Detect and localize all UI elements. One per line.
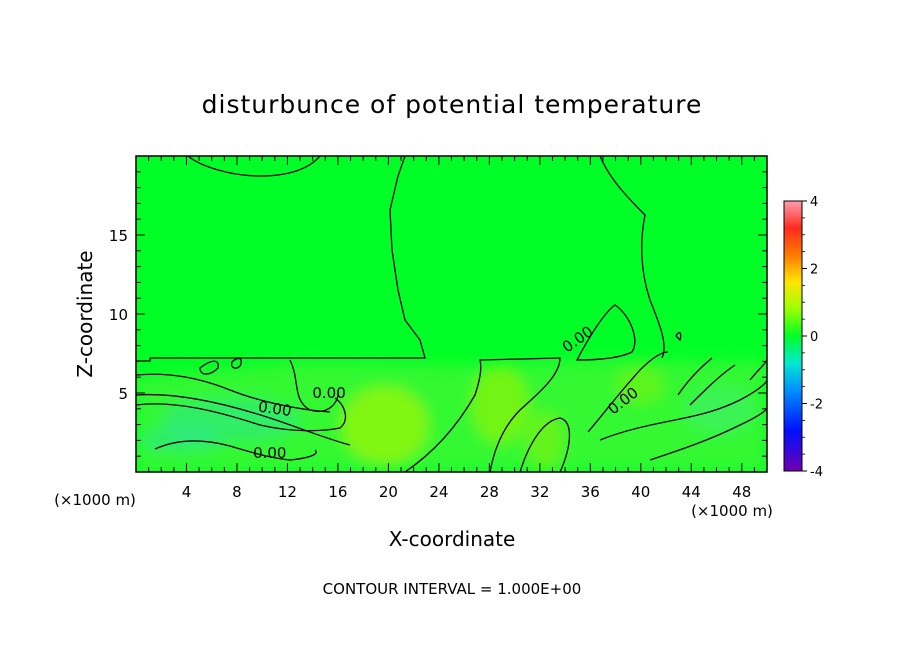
x-tick-label: 32 xyxy=(530,483,549,501)
colorbar-tick-label: 0 xyxy=(810,330,818,345)
contour-upper-body xyxy=(136,156,426,362)
x-unit-right: (×1000 m) xyxy=(691,502,773,520)
contour-left-band-a xyxy=(136,373,331,413)
plot-area: 0.000.000.000.000.00 xyxy=(136,156,767,472)
x-tick-label: 44 xyxy=(682,483,701,501)
contour-label-group: 0.000.000.000.000.00 xyxy=(253,322,642,462)
contour-top-left xyxy=(187,156,321,177)
contour-interval-note: CONTOUR INTERVAL = 1.000E+00 xyxy=(323,580,582,598)
contour-label: 0.00 xyxy=(257,398,293,420)
contour-label-text: 0.00 xyxy=(253,444,286,462)
colorbar-gradient xyxy=(783,200,803,472)
colorbar-ticks: 4 2 0 -2 -4 xyxy=(802,195,823,480)
contour-label-text: 0.00 xyxy=(257,398,293,420)
contour-lower-left xyxy=(154,440,317,461)
contour-right-band-b xyxy=(587,351,669,433)
contour-right-band-d xyxy=(649,407,767,461)
x-tick-label: 4 xyxy=(182,483,192,501)
contour-central xyxy=(404,357,561,472)
y-tick-label: 15 xyxy=(109,227,128,245)
x-axis-label: X-coordinate xyxy=(389,527,516,551)
x-unit-left: (×1000 m) xyxy=(54,491,136,509)
y-tick-label: 5 xyxy=(118,385,128,403)
contour-small-c xyxy=(675,331,682,342)
contour-label-text: 0.00 xyxy=(312,384,345,402)
x-tick-label: 16 xyxy=(328,483,347,501)
x-tick-label: 36 xyxy=(581,483,600,501)
contour-label: 0.00 xyxy=(312,384,345,402)
colorbar-tick-label: 4 xyxy=(810,195,818,210)
y-axis: 5 10 15 xyxy=(109,171,767,457)
contour-lines xyxy=(136,156,767,472)
contour-left-band-b xyxy=(136,393,351,446)
contour-right-band-c xyxy=(599,379,767,441)
x-tick-label: 40 xyxy=(631,483,650,501)
contour-small-a xyxy=(199,360,219,375)
contour-small-b xyxy=(230,357,242,369)
colorbar: 4 2 0 -2 -4 xyxy=(783,195,823,480)
y-tick-label: 10 xyxy=(109,306,128,324)
x-tick-label: 20 xyxy=(379,483,398,501)
contour-center-hump xyxy=(289,359,339,412)
x-tick-label: 8 xyxy=(232,483,242,501)
contour-right-upper xyxy=(599,156,665,359)
x-tick-label: 24 xyxy=(429,483,448,501)
contour-mid-blob xyxy=(575,304,636,361)
x-tick-label: 48 xyxy=(732,483,751,501)
contour-right-wedge-2 xyxy=(689,364,736,406)
x-tick-label: 12 xyxy=(278,483,297,501)
contour-label: 0.00 xyxy=(253,444,286,462)
contour-left-band-c xyxy=(136,397,347,432)
colorbar-tick-label: 2 xyxy=(810,263,818,278)
chart-title: disturbunce of potential temperature xyxy=(202,90,703,119)
field-shading xyxy=(136,360,767,472)
x-tick-label: 28 xyxy=(480,483,499,501)
y-axis-label: Z-coordinate xyxy=(73,250,97,377)
colorbar-tick-label: -4 xyxy=(810,465,823,480)
contour-right-band-a xyxy=(519,417,571,472)
colorbar-tick-label: -2 xyxy=(810,398,823,413)
x-axis: 4 8 12 16 20 24 28 32 36 40 44 48 xyxy=(148,156,755,501)
contour-right-wedge xyxy=(677,357,713,396)
